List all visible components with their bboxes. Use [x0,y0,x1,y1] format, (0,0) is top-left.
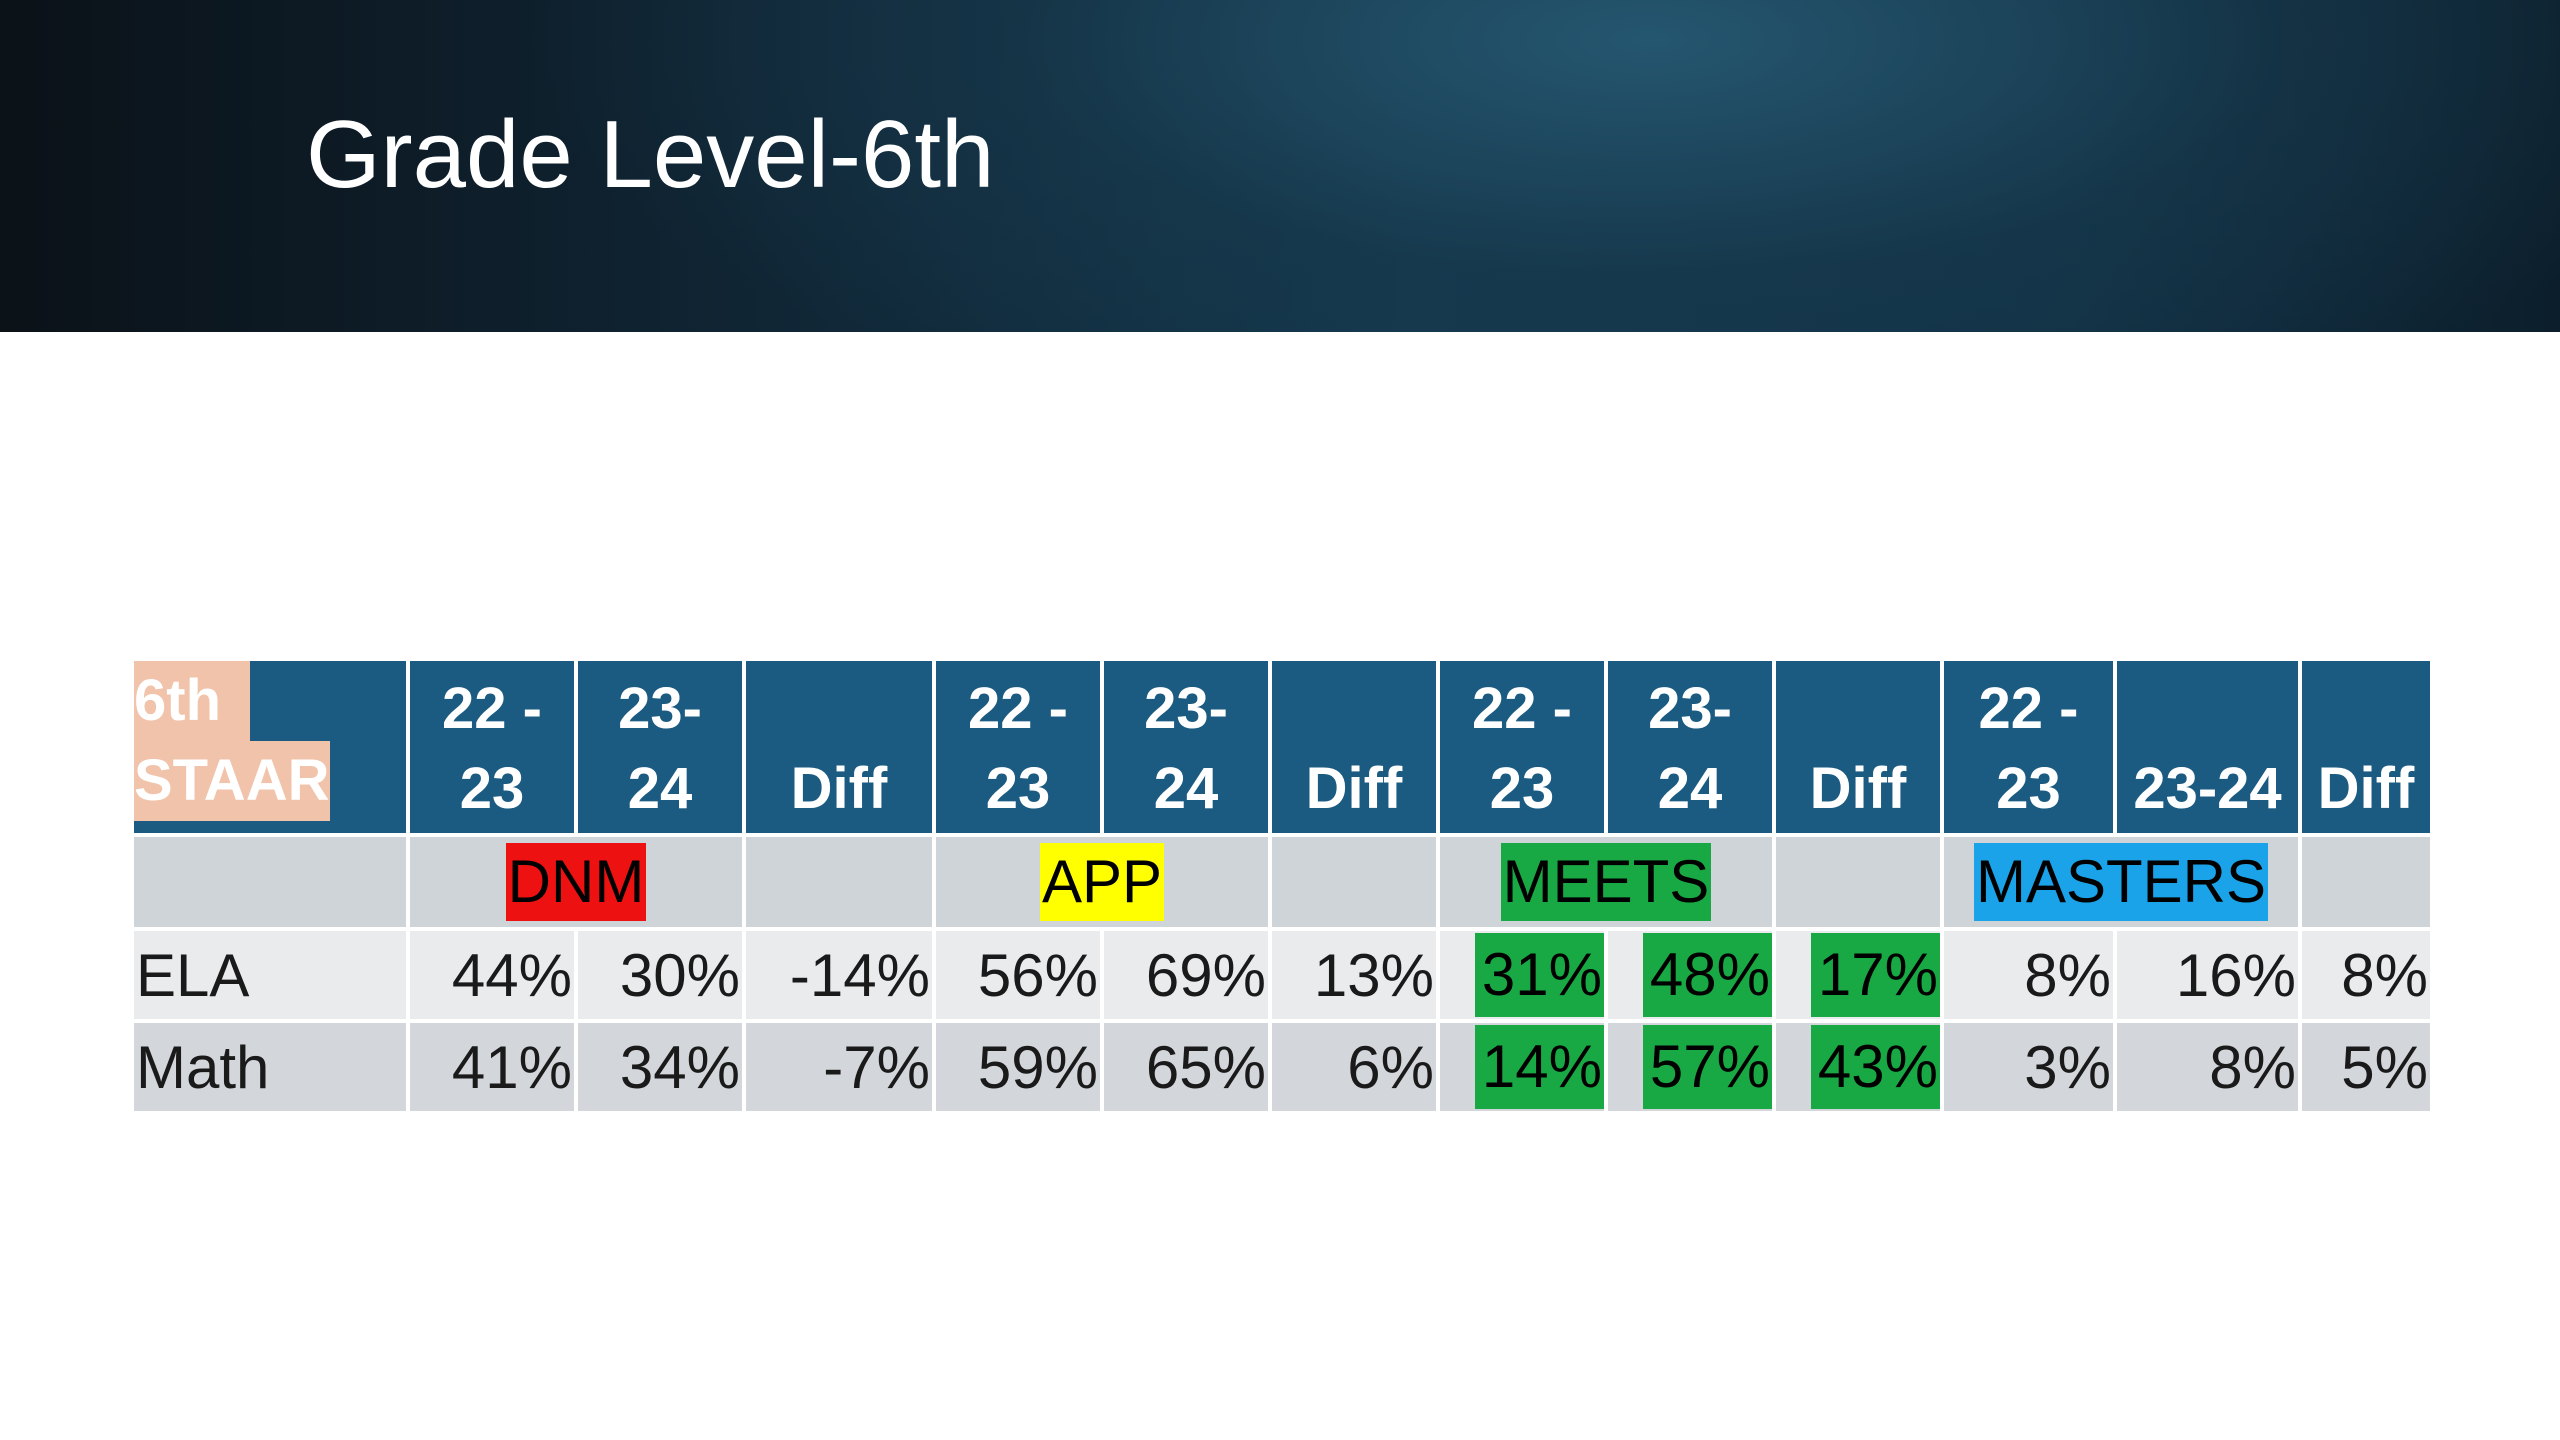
table-cell: 3% [1940,1019,2115,1111]
category-empty-cell [1268,833,1438,929]
table-cell: 41% [406,1019,576,1111]
table-cell: 57% [1604,1019,1774,1111]
table-cell: 34% [574,1019,744,1111]
table-cell: 14% [1436,1019,1606,1111]
table-cell: 59% [932,1019,1102,1111]
title-banner: Grade Level-6th [0,0,2560,332]
category-masters-cell: MASTERS [1940,833,2300,929]
table-cell: 30% [574,927,744,1021]
column-header: 23-24 [1604,661,1774,835]
table-cell: 13% [1268,927,1438,1021]
category-empty-cell [1772,833,1942,929]
column-header: 22 -23 [1940,661,2115,835]
table-cell: 16% [2113,927,2300,1021]
table-cell: 8% [2113,1019,2300,1111]
column-header: 23-24 [1100,661,1270,835]
meets-highlight: 14% [1475,1025,1604,1109]
table-row-math: Math 41% 34% -7% 59% 65% 6% 14% 57% 43% … [134,1019,2430,1111]
table-cell: 17% [1772,927,1942,1021]
table-cell: 44% [406,927,576,1021]
table-cell: 31% [1436,927,1606,1021]
meets-highlight: 57% [1643,1025,1772,1109]
column-header: Diff [742,661,934,835]
subject-label: Math [134,1019,408,1111]
meets-highlight: 31% [1475,933,1604,1017]
category-meets-label: MEETS [1500,843,1712,921]
table-cell: 56% [932,927,1102,1021]
slide-title: Grade Level-6th [306,101,995,208]
subject-label: ELA [134,927,408,1021]
header-row: 6th STAAR 22 -23 23- 24 Diff 22 -23 23- 24… [134,661,2430,835]
category-app-cell: APP [932,833,1270,929]
staar-results-table-wrap: 6th STAAR 22 -23 23- 24 Diff 22 -23 23- 24… [134,661,2430,1111]
staar-results-table: 6th STAAR 22 -23 23- 24 Diff 22 -23 23- 24… [134,661,2430,1111]
corner-label-test: STAAR [134,741,330,821]
table-cell: 65% [1100,1019,1270,1111]
meets-highlight: 48% [1643,933,1772,1017]
table-cell: 48% [1604,927,1774,1021]
table-cell: 69% [1100,927,1270,1021]
category-empty-cell [742,833,934,929]
corner-header: 6th STAAR [134,661,408,835]
category-empty-cell [2298,833,2430,929]
table-cell: -7% [742,1019,934,1111]
category-app-label: APP [1039,843,1165,921]
category-dnm-label: DNM [505,843,647,921]
table-cell: 43% [1772,1019,1942,1111]
category-empty-cell [134,833,408,929]
category-dnm-cell: DNM [406,833,744,929]
table-cell: -14% [742,927,934,1021]
table-row-ela: ELA 44% 30% -14% 56% 69% 13% 31% 48% 17%… [134,927,2430,1021]
column-header: Diff [2298,661,2430,835]
corner-label-grade: 6th [134,661,250,741]
column-header: Diff [1268,661,1438,835]
column-header: 22 -23 [1436,661,1606,835]
column-header: Diff [1772,661,1942,835]
table-cell: 8% [1940,927,2115,1021]
category-masters-label: MASTERS [1973,843,2269,921]
category-meets-cell: MEETS [1436,833,1774,929]
column-header: 22 -23 [406,661,576,835]
table-cell: 6% [1268,1019,1438,1111]
meets-highlight: 17% [1811,933,1940,1017]
category-row: DNM APP MEETS MASTERS [134,833,2430,929]
column-header: 23-24 [574,661,744,835]
meets-highlight: 43% [1811,1025,1940,1109]
table-cell: 5% [2298,1019,2430,1111]
table-cell: 8% [2298,927,2430,1021]
column-header: 23-24 [2113,661,2300,835]
column-header: 22 -23 [932,661,1102,835]
